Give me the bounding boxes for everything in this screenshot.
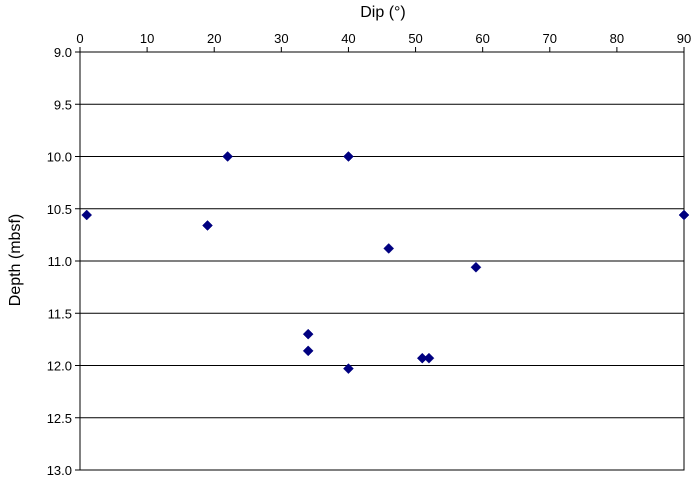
data-points — [81, 151, 690, 374]
x-axis-ticks: 0 10 20 30 40 50 60 70 80 90 — [76, 31, 691, 52]
data-point — [423, 352, 435, 364]
y-tick-label: 12.5 — [47, 411, 72, 426]
data-point — [383, 243, 395, 254]
data-point — [343, 151, 354, 162]
y-axis-title: Depth (mbsf) — [7, 214, 24, 306]
data-point — [343, 363, 354, 374]
x-tick-label: 90 — [677, 31, 691, 46]
y-axis-ticks: 9.0 9.5 10.0 10.5 11.0 11.5 12.0 12.5 13.0 — [47, 45, 80, 478]
y-tick-label: 13.0 — [47, 463, 72, 478]
y-tick-label: 10.0 — [47, 150, 72, 165]
data-point — [470, 261, 482, 273]
x-axis-title: Dip (°) — [360, 4, 406, 21]
data-point — [81, 209, 93, 221]
gridlines — [80, 51, 684, 471]
data-point — [678, 209, 690, 221]
data-point — [302, 345, 314, 357]
data-point — [202, 220, 213, 231]
y-tick-label: 9.5 — [54, 97, 72, 112]
x-tick-label: 0 — [76, 31, 83, 46]
y-tick-label: 10.5 — [47, 202, 72, 217]
y-tick-label: 9.0 — [54, 45, 72, 60]
x-tick-label: 40 — [341, 31, 355, 46]
y-tick-label: 11.0 — [48, 254, 72, 269]
x-tick-label: 30 — [274, 31, 288, 46]
x-tick-label: 70 — [543, 31, 557, 46]
data-point — [222, 151, 233, 162]
x-tick-label: 10 — [140, 31, 154, 46]
y-tick-label: 12.0 — [47, 359, 72, 374]
data-point — [302, 328, 314, 340]
x-tick-label: 80 — [610, 31, 624, 46]
x-tick-label: 20 — [207, 31, 221, 46]
y-tick-label: 11.5 — [48, 306, 72, 321]
x-tick-label: 50 — [408, 31, 422, 46]
x-tick-label: 60 — [475, 31, 489, 46]
